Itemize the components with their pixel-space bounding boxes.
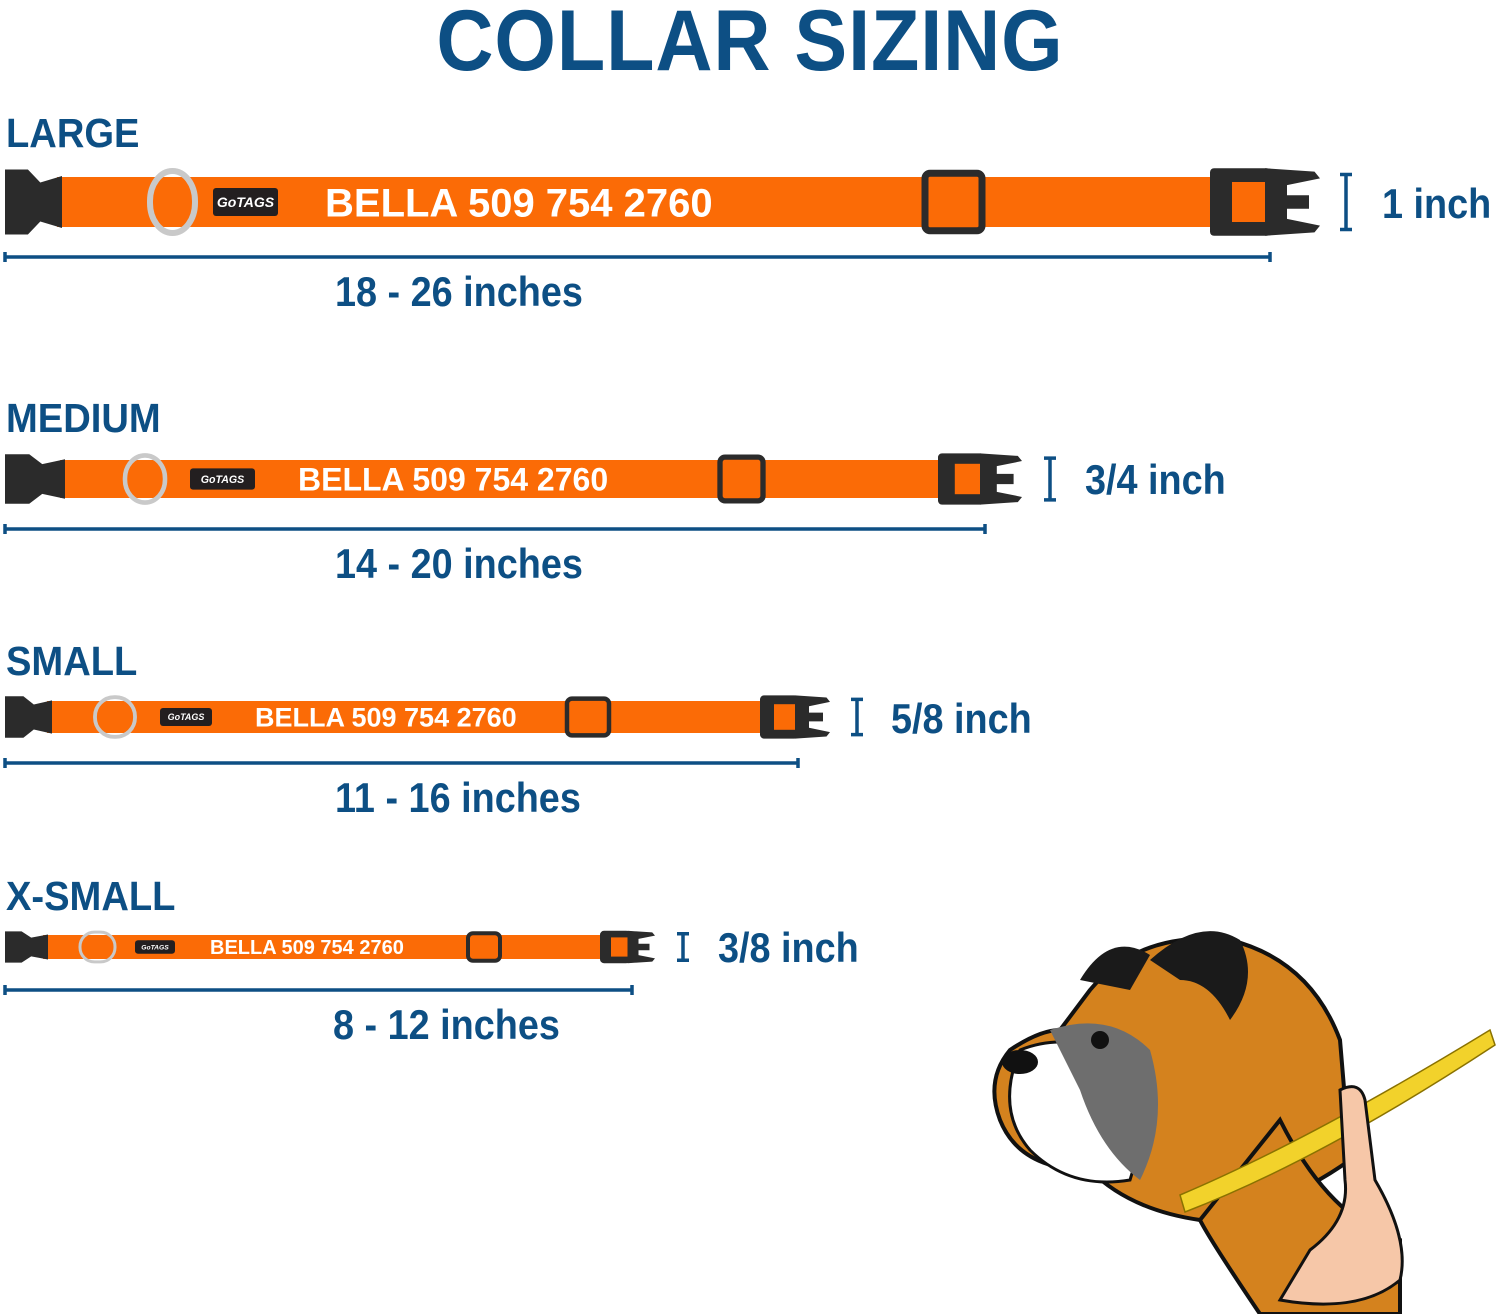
size-title-large: LARGE — [6, 110, 140, 156]
length-measure-line — [3, 985, 634, 995]
buckle-prongs — [1265, 168, 1320, 236]
hand — [1277, 1085, 1404, 1306]
d-ring — [78, 930, 117, 964]
collar-name-text: BELLA 509 754 2760 — [325, 181, 713, 225]
d-ring — [122, 453, 168, 505]
gotags-logo — [213, 188, 278, 216]
width-bracket-icon — [851, 697, 863, 737]
width-label-large: 1 inch — [1382, 180, 1492, 227]
gotags-logo-text: GoTAGS — [168, 712, 205, 722]
buckle-window — [1232, 182, 1265, 222]
size-title-xsmall: X-SMALL — [6, 873, 176, 919]
buckle-prongs — [795, 695, 830, 739]
buckle-female-icon — [5, 169, 62, 235]
length-measure-line — [3, 524, 987, 534]
page-title: COLLAR SIZING — [436, 0, 1064, 89]
width-label-small: 5/8 inch — [891, 695, 1032, 742]
gotags-logo — [190, 468, 255, 490]
width-bracket-icon — [677, 932, 689, 962]
buckle-female-icon — [5, 696, 52, 738]
gotags-logo-text: GoTAGS — [201, 474, 244, 486]
buckle-female-icon — [5, 454, 65, 504]
range-label-small: 11 - 16 inches — [335, 774, 581, 821]
range-label-medium: 14 - 20 inches — [335, 540, 583, 587]
d-ring — [93, 695, 137, 739]
d-ring — [147, 168, 198, 236]
length-measure-line — [3, 252, 1272, 262]
size-title-medium: MEDIUM — [6, 395, 161, 441]
width-bracket-icon — [1340, 172, 1352, 232]
dog-eye — [1091, 1031, 1109, 1049]
keeper-loop — [466, 931, 502, 963]
dog-nose — [1002, 1050, 1038, 1074]
buckle-window — [954, 463, 980, 495]
gotags-logo-text: GoTAGS — [217, 194, 275, 210]
dog-ear-back — [1080, 946, 1150, 990]
width-label-xsmall: 3/8 inch — [718, 924, 859, 971]
buckle-prongs — [980, 453, 1022, 505]
width-label-medium: 3/4 inch — [1085, 456, 1226, 503]
length-measure-line — [3, 758, 800, 768]
collar-name-text: BELLA 509 754 2760 — [298, 462, 608, 498]
collar-name-text: BELLA 509 754 2760 — [210, 937, 404, 959]
width-bracket-icon — [1044, 456, 1056, 502]
buckle-window — [611, 937, 628, 957]
range-label-xsmall: 8 - 12 inches — [333, 1001, 560, 1048]
buckle-prongs — [627, 930, 655, 964]
gotags-logo — [160, 708, 212, 726]
boxer-dog-illustration — [992, 931, 1496, 1314]
collar-name-text: BELLA 509 754 2760 — [255, 703, 517, 733]
keeper-loop — [564, 696, 612, 738]
dog-mask — [1050, 1023, 1158, 1180]
buckle-window — [774, 704, 795, 730]
collar-x-small: GoTAGS BELLA 509 754 2760 — [3, 930, 689, 995]
dog-ear-icon — [1150, 931, 1248, 1020]
buckle-female-icon — [5, 931, 48, 963]
keeper-loop — [921, 169, 986, 235]
keeper-loop — [717, 454, 766, 504]
gotags-logo-text: GoTAGS — [141, 944, 169, 951]
measuring-tape — [1179, 1028, 1496, 1213]
range-label-large: 18 - 26 inches — [335, 268, 583, 315]
collar-small: GoTAGS BELLA 509 754 2760 — [3, 695, 863, 768]
collar-medium: GoTAGS BELLA 509 754 2760 — [3, 453, 1056, 534]
collar-large: GoTAGS BELLA 509 754 2760 — [3, 168, 1352, 262]
size-title-small: SMALL — [6, 638, 138, 684]
gotags-logo — [135, 940, 175, 954]
